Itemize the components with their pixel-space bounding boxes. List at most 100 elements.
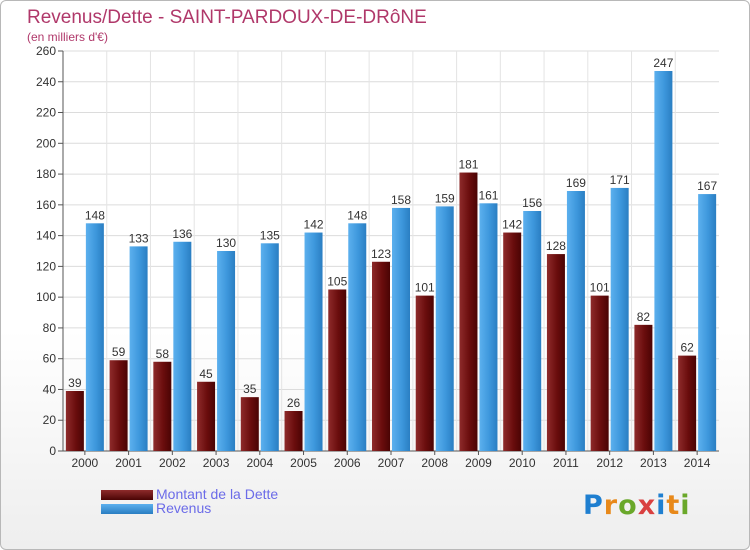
x-tick-label: 2002 — [159, 456, 186, 470]
bar-revenus — [654, 71, 673, 451]
data-label-dette: 128 — [546, 239, 566, 253]
bar-dette — [546, 254, 565, 451]
data-label-revenus: 148 — [347, 208, 367, 222]
data-label-dette: 45 — [199, 367, 213, 381]
bar-revenus — [392, 207, 410, 451]
x-tick-label: 2010 — [509, 456, 536, 470]
x-tick-label: 2012 — [596, 456, 623, 470]
proxiti-logo: Proxiti — [583, 490, 691, 521]
y-tick-label: 180 — [36, 167, 56, 181]
x-tick-label: 2011 — [553, 456, 579, 470]
bar-dette — [197, 381, 216, 451]
chart-subtitle: (en milliers d'€) — [27, 30, 108, 44]
data-label-revenus: 142 — [304, 218, 324, 232]
x-tick-label: 2014 — [684, 456, 711, 470]
y-tick-label: 240 — [36, 75, 56, 89]
bar-revenus — [260, 243, 279, 451]
bar-dette — [459, 172, 478, 452]
bar-dette — [415, 295, 434, 451]
data-label-revenus: 156 — [522, 196, 542, 210]
data-label-dette: 105 — [327, 274, 347, 288]
bar-revenus — [523, 211, 542, 451]
data-label-revenus: 161 — [478, 188, 498, 202]
bar-dette — [678, 355, 697, 451]
bar-revenus — [348, 223, 367, 451]
logo-letter: P — [583, 490, 604, 521]
data-label-revenus: 130 — [216, 236, 236, 250]
data-label-dette: 123 — [371, 247, 391, 261]
y-tick-label: 0 — [49, 444, 56, 458]
x-tick-label: 2009 — [465, 456, 492, 470]
legend-swatch-debt — [101, 490, 153, 500]
bar-revenus — [610, 187, 629, 451]
data-label-revenus: 247 — [653, 56, 673, 70]
data-label-dette: 58 — [156, 347, 170, 361]
x-tick-label: 2005 — [290, 456, 317, 470]
data-label-dette: 35 — [243, 382, 257, 396]
x-tick-label: 2004 — [246, 456, 273, 470]
y-tick-label: 40 — [43, 382, 57, 396]
bar-revenus — [435, 206, 454, 451]
y-tick-label: 160 — [36, 198, 56, 212]
bar-revenus — [129, 246, 148, 451]
data-label-dette: 142 — [502, 218, 522, 232]
y-tick-label: 100 — [36, 290, 56, 304]
data-label-revenus: 158 — [391, 193, 411, 207]
chart-title: Revenus/Dette - SAINT-PARDOUX-DE-DRôNE — [27, 7, 427, 28]
bar-revenus — [217, 251, 236, 451]
bar-dette — [372, 261, 390, 451]
legend-label-revenus: Revenus — [156, 500, 212, 516]
logo-letter: r — [603, 490, 619, 521]
data-label-revenus: 133 — [129, 231, 149, 245]
data-label-revenus: 167 — [697, 179, 717, 193]
bar-revenus — [566, 191, 585, 451]
x-tick-label: 2000 — [72, 456, 99, 470]
bar-revenus — [173, 241, 192, 451]
bar-dette — [109, 360, 128, 451]
data-label-revenus: 148 — [85, 208, 105, 222]
data-labels: 39 148 59 133 58 136 45 130 35 135 26 142 105 148 123 1… — [68, 56, 717, 410]
x-tick-label: 2006 — [334, 456, 361, 470]
data-label-dette: 101 — [415, 281, 435, 295]
bar-dette — [65, 391, 84, 451]
data-label-dette: 39 — [68, 376, 82, 390]
data-label-dette: 62 — [680, 341, 694, 355]
bar-dette — [240, 397, 259, 451]
y-tick-label: 260 — [36, 44, 56, 58]
bar-revenus — [698, 194, 717, 452]
x-tick-label: 2013 — [640, 456, 667, 470]
bar-revenus — [85, 223, 104, 451]
data-label-dette: 181 — [458, 158, 478, 172]
bars — [65, 71, 717, 452]
x-tick-label: 2008 — [421, 456, 448, 470]
bar-dette — [634, 324, 653, 451]
data-label-revenus: 169 — [566, 176, 586, 190]
data-label-revenus: 171 — [610, 173, 630, 187]
y-tick-label: 120 — [36, 259, 56, 273]
y-tick-label: 20 — [43, 413, 57, 427]
logo-letter: t — [666, 490, 681, 521]
axes: 0 20 40 60 80 100 120 140 160 180 200 220 240 260 2000… — [36, 44, 719, 470]
bar-revenus — [479, 203, 498, 451]
bar-dette — [153, 361, 172, 451]
bar-dette — [328, 289, 347, 451]
logo-letter: i — [680, 490, 691, 521]
data-label-dette: 26 — [287, 396, 301, 410]
data-label-dette: 59 — [112, 345, 126, 359]
y-tick-label: 60 — [43, 352, 57, 366]
data-label-revenus: 159 — [435, 191, 455, 205]
x-tick-label: 2003 — [203, 456, 230, 470]
bar-dette — [503, 232, 522, 451]
y-tick-label: 200 — [36, 136, 56, 150]
logo-letter: x — [637, 490, 657, 521]
x-tick-label: 2007 — [378, 456, 405, 470]
legend-swatch-revenus — [101, 504, 153, 514]
bar-revenus — [304, 232, 323, 451]
data-label-dette: 101 — [590, 281, 610, 295]
y-tick-label: 140 — [36, 229, 56, 243]
data-label-revenus: 135 — [260, 228, 280, 242]
bar-dette — [590, 295, 609, 451]
bar-dette — [284, 411, 303, 451]
